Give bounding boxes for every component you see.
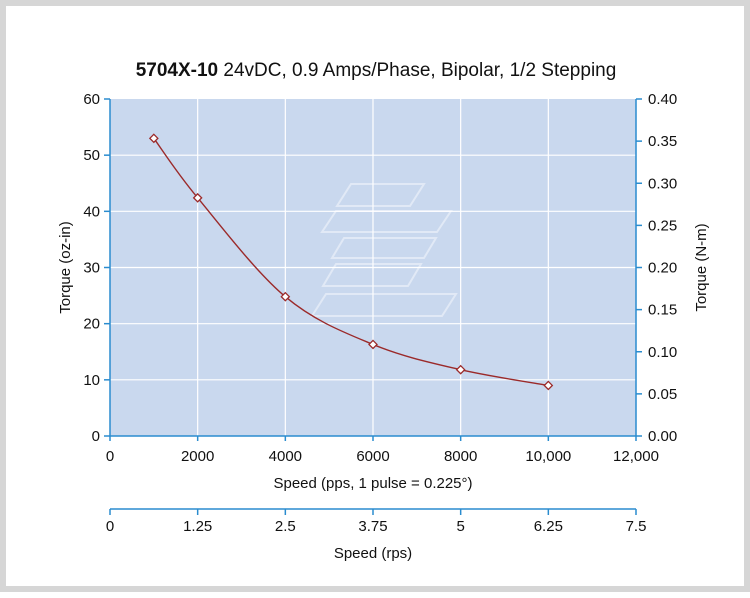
data-point-marker	[280, 291, 291, 302]
y2-tick-label: 0.30	[648, 175, 677, 192]
data-point-marker	[368, 339, 378, 350]
x2-tick-label: 3.75	[358, 518, 387, 535]
watermark-stripe	[335, 183, 426, 207]
y2-tick-label: 0.40	[648, 91, 677, 108]
x-tick-label: 2000	[181, 448, 214, 465]
data-point-marker	[192, 192, 203, 203]
x-axis-title: Speed (pps, 1 pulse = 0.225°)	[273, 475, 472, 492]
axes: 01020304050600.000.050.100.150.200.250.3…	[83, 91, 677, 535]
chart-title-spec: 24vDC, 0.9 Amps/Phase, Bipolar, 1/2 Step…	[218, 60, 616, 81]
logo-watermark	[310, 183, 458, 317]
x2-tick-label: 7.5	[626, 518, 647, 535]
y-tick-label: 60	[83, 91, 100, 108]
x-tick-label: 12,000	[613, 448, 659, 465]
data-point-marker	[543, 380, 554, 391]
y2-tick-label: 0.10	[648, 344, 677, 361]
x2-axis-title: Speed (rps)	[334, 545, 412, 562]
y2-tick-label: 0.25	[648, 217, 677, 234]
x2-tick-label: 0	[106, 518, 114, 535]
y-axis-title: Torque (oz-in)	[57, 221, 74, 314]
y-tick-label: 40	[83, 203, 100, 220]
chart-title-model: 5704X-10	[136, 60, 218, 81]
x-tick-label: 10,000	[525, 448, 571, 465]
watermark-stripe	[321, 263, 423, 287]
series-layer	[148, 133, 554, 391]
x2-tick-label: 2.5	[275, 518, 296, 535]
y-tick-label: 20	[83, 316, 100, 333]
grid-lines	[110, 99, 636, 436]
x-tick-label: 4000	[269, 448, 302, 465]
y-tick-label: 50	[83, 147, 100, 164]
torque-speed-chart: 5704X-10 24vDC, 0.9 Amps/Phase, Bipolar,…	[57, 60, 710, 562]
data-point-marker	[148, 133, 159, 144]
y2-tick-label: 0.20	[648, 260, 677, 277]
x-tick-label: 6000	[356, 448, 389, 465]
y2-axis-title: Torque (N-m)	[693, 223, 710, 311]
watermark-stripe	[310, 293, 458, 317]
x-tick-label: 8000	[444, 448, 477, 465]
y2-tick-label: 0.15	[648, 302, 677, 319]
x2-tick-label: 5	[456, 518, 464, 535]
y2-tick-label: 0.35	[648, 133, 677, 150]
data-point-marker	[455, 364, 466, 375]
y-tick-label: 30	[83, 260, 100, 277]
chart-title: 5704X-10 24vDC, 0.9 Amps/Phase, Bipolar,…	[136, 60, 617, 81]
y2-tick-label: 0.00	[648, 428, 677, 445]
y2-tick-label: 0.05	[648, 386, 677, 403]
x2-tick-label: 6.25	[534, 518, 563, 535]
x2-tick-label: 1.25	[183, 518, 212, 535]
x-tick-label: 0	[106, 448, 114, 465]
y-tick-label: 10	[83, 372, 100, 389]
y-tick-label: 0	[92, 428, 100, 445]
watermark-stripe	[320, 210, 453, 233]
watermark-stripe	[330, 237, 438, 259]
